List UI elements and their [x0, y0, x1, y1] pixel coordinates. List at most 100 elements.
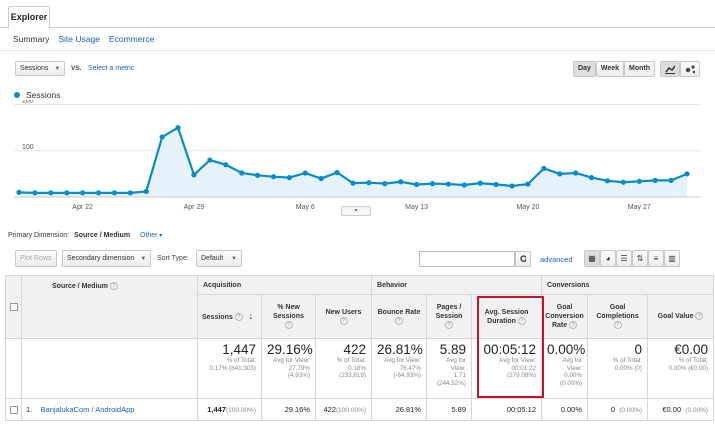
pivot-icon: ▥ [668, 253, 676, 263]
total-note: Avg for View: [384, 357, 422, 364]
row-checkbox[interactable] [9, 406, 18, 414]
bubbles-icon [685, 65, 695, 74]
data-point [207, 157, 213, 163]
data-point [48, 190, 54, 196]
avg-session-duration-header[interactable]: Avg. Session Duration ? [471, 294, 543, 339]
performance-view-button[interactable]: ☰ [616, 250, 632, 267]
total-note: 27.79% [288, 364, 310, 372]
total-value: 0 [634, 342, 643, 357]
primary-dimension-other[interactable]: Other [140, 232, 158, 239]
goal-conversion-rate-header[interactable]: Goal Conversion Rate ? [541, 294, 589, 339]
header-line: Completions [596, 313, 639, 320]
table-view-buttons: ▦ ◕ ☰ ⇅ ≡ ▥ [584, 250, 680, 267]
header-line: Rate [551, 322, 568, 329]
subtab-ecommerce[interactable]: Ecommerce [108, 34, 155, 44]
data-point [318, 175, 324, 182]
row-goal-value: €0.00 (0.00%) [647, 398, 715, 421]
select-metric-link[interactable]: Select a metric [88, 65, 135, 72]
header-line: % New [277, 304, 300, 311]
series-area [19, 127, 687, 197]
metric-dropdown[interactable]: Sessions ▼ [15, 61, 65, 76]
term-cloud-button[interactable]: ≡ [648, 250, 664, 267]
new-users-header[interactable]: New Users? [314, 294, 373, 339]
total-note: Avg for View: [273, 357, 310, 364]
data-point [111, 190, 118, 196]
chevron-down-icon: ▼ [140, 255, 147, 262]
goal-completions-header[interactable]: Goal Completions? [587, 294, 649, 339]
chevron-down-icon: ▾ [157, 233, 163, 239]
total-note: % of Total: [336, 357, 367, 364]
subtab-summary[interactable]: Summary [13, 34, 50, 44]
data-point [541, 165, 547, 171]
pivot-view-button[interactable]: ▥ [664, 250, 680, 267]
percentage-view-button[interactable]: ◕ [600, 250, 616, 267]
comparison-view-button[interactable]: ⇅ [632, 250, 648, 267]
motion-chart-button[interactable] [680, 61, 700, 77]
metric-dropdown-label: Sessions [20, 64, 49, 72]
total-note: % of Total: [226, 357, 256, 364]
day-button[interactable]: Day [573, 61, 596, 77]
source-medium-header[interactable]: Source / Medium ? [21, 275, 198, 339]
data-point [366, 180, 372, 186]
advanced-link[interactable]: advanced [540, 255, 573, 264]
month-button[interactable]: Month [624, 61, 656, 77]
x-tick-label: Apr 29 [184, 204, 205, 211]
row-value: €0.00 [662, 405, 682, 414]
data-point [461, 182, 467, 188]
line-chart-button[interactable] [660, 61, 680, 77]
total-new-users: 422% of Total: 0.18% (233,819) [314, 338, 373, 399]
search-button[interactable] [515, 251, 531, 267]
tab-explorer[interactable]: Explorer [8, 6, 50, 29]
total-note: 0.00% (€0.00) [668, 364, 709, 372]
primary-dimension-current[interactable]: Source / Medium [74, 232, 131, 239]
grid-icon: ▦ [588, 253, 596, 263]
pie-icon: ◕ [605, 253, 611, 263]
data-view-button[interactable]: ▦ [584, 250, 600, 267]
row-pct: (0.00%) [619, 407, 643, 414]
sort-desc-icon[interactable]: ↓ [248, 310, 254, 321]
header-line: Duration [487, 317, 516, 325]
data-point [191, 172, 197, 178]
row-pct: (0.00%) [685, 407, 709, 414]
row-value: 0 [610, 405, 616, 414]
select-all-checkbox[interactable] [9, 303, 18, 311]
primary-dimension-label: Primary Dimension: [8, 232, 70, 239]
bounce-rate-header[interactable]: Bounce Rate? [371, 294, 428, 339]
row-pct: (100.00%) [226, 407, 256, 414]
week-button[interactable]: Week [595, 61, 625, 77]
data-point [334, 169, 340, 176]
row-source-link[interactable]: BanjalukaCom / AndroidApp [40, 405, 135, 414]
data-point [573, 170, 579, 176]
row-bounce-rate: 26.81% [371, 398, 428, 421]
behavior-group: Behavior [371, 275, 543, 295]
subtab-site-usage[interactable]: Site Usage [58, 34, 100, 44]
data-point [254, 172, 261, 178]
pages-session-header[interactable]: Pages / Session? [426, 294, 473, 339]
chart-resize-handle[interactable]: ▾ [341, 206, 371, 216]
help-icon: ? [695, 312, 704, 321]
table-search-input[interactable] [419, 251, 515, 267]
sort-type-dropdown[interactable]: Default ▼ [196, 250, 242, 267]
data-point [636, 178, 642, 184]
data-point [509, 183, 515, 189]
divider [0, 50, 715, 51]
legend-swatch [14, 92, 20, 98]
data-point [95, 190, 102, 196]
header-line: Goal [609, 304, 626, 311]
row-source-cell: 1. BanjalukaCom / AndroidApp [21, 398, 198, 421]
total-goal-value: €0.00% of Total: 0.00% (€0.00) [647, 338, 715, 399]
sessions-header[interactable]: Sessions ? ↓ [197, 294, 262, 339]
goal-value-header[interactable]: Goal Value ? [647, 294, 715, 339]
header-line: Avg. Session [484, 308, 529, 316]
new-sessions-header[interactable]: % New Sessions? [261, 294, 316, 339]
data-point [350, 180, 356, 186]
plot-rows-button[interactable]: Plot Rows [15, 250, 57, 267]
header-line: Pages / [436, 304, 462, 311]
total-note: (233,819) [339, 372, 367, 379]
total-bounce-rate: 26.81% Avg for View: 76.47% (-64.93%) [371, 338, 428, 399]
row-pages-session: 5.89 [426, 398, 473, 421]
x-tick-label: May 6 [296, 204, 315, 211]
secondary-dimension-dropdown[interactable]: Secondary dimension ▼ [62, 250, 152, 267]
data-point [588, 175, 595, 181]
table-row: 1. BanjalukaCom / AndroidApp 1,447(100.0… [5, 398, 715, 421]
